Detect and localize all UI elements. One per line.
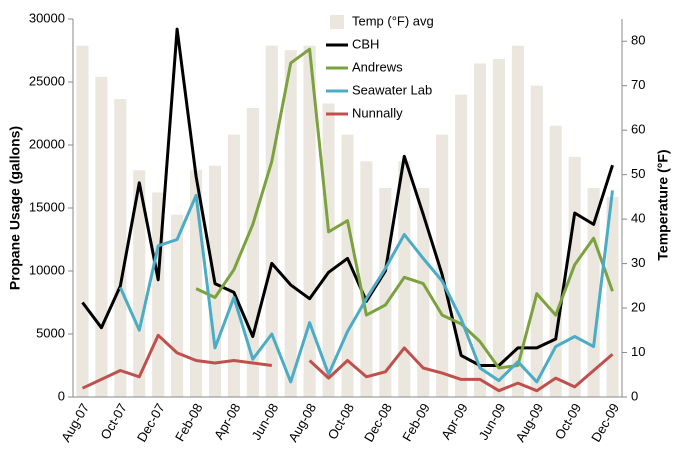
legend-label: CBH (352, 36, 379, 51)
x-tick-label: Dec-07 (134, 401, 168, 445)
temp-bar (492, 59, 506, 397)
y-tick-label: 15000 (29, 199, 65, 214)
temp-bar (95, 76, 108, 397)
temp-bar (114, 99, 127, 397)
temp-bar (284, 50, 297, 397)
x-tick-label: Oct-08 (325, 401, 357, 442)
series-line (118, 190, 614, 384)
legend-label: Nunnally (352, 105, 403, 120)
y2-tick-label: 20 (631, 299, 645, 314)
x-tick-label: Dec-09 (588, 401, 622, 445)
y-tick-label: 10000 (29, 262, 65, 277)
x-tick-label: Oct-07 (97, 401, 129, 442)
y2-tick-label: 30 (631, 255, 645, 270)
temp-bar (322, 103, 335, 398)
temp-bar (549, 125, 562, 398)
y2-axis-title: Temperature (°F) (655, 149, 671, 260)
y-tick-label: 30000 (29, 10, 65, 25)
temp-bar (436, 134, 449, 397)
y-tick-label: 20000 (29, 136, 65, 151)
x-tick-label: Oct-09 (552, 401, 584, 442)
legend-label: Temp (°F) avg (352, 13, 434, 28)
y2-tick-label: 70 (631, 77, 645, 92)
y2-tick-label: 10 (631, 344, 645, 359)
y2-tick-label: 80 (631, 33, 645, 48)
x-tick-label: Apr-08 (211, 401, 244, 442)
temp-bar (265, 45, 278, 398)
temp-bar (76, 45, 89, 398)
y2-tick-label: 50 (631, 166, 645, 181)
legend-label: Seawater Lab (352, 82, 432, 97)
y-tick-label: 0 (58, 388, 65, 403)
y-tick-label: 25000 (29, 73, 65, 88)
x-tick-label: Apr-09 (438, 401, 471, 442)
y2-tick-label: 40 (631, 211, 645, 226)
x-tick-label: Aug-07 (58, 401, 92, 445)
y2-tick-label: 60 (631, 122, 645, 137)
y-tick-label: 5000 (36, 325, 65, 340)
temp-bar (417, 187, 430, 397)
y-axis-title: Propane Usage (gallons) (7, 126, 23, 290)
x-tick-label: Jun-08 (248, 401, 281, 443)
temp-bar (473, 63, 487, 398)
temp-bar (606, 196, 619, 397)
series-line (195, 47, 614, 370)
temp-bar (511, 45, 524, 398)
x-tick-label: Aug-08 (285, 401, 319, 445)
x-tick-label: Aug-09 (512, 401, 546, 445)
temp-bar (303, 45, 316, 398)
x-tick-label: Dec-08 (361, 401, 395, 445)
temp-bar (133, 170, 146, 397)
x-tick-label: Jun-09 (476, 401, 509, 443)
x-tick-label: Feb-09 (399, 401, 433, 444)
temp-bar (341, 134, 354, 397)
temp-bar (530, 85, 543, 398)
temp-bar (379, 187, 392, 397)
legend-swatch (330, 15, 344, 29)
legend-label: Andrews (352, 59, 403, 74)
temp-bar (360, 161, 373, 397)
series-line (81, 27, 614, 367)
y2-tick-label: 0 (631, 388, 638, 403)
series-line (81, 333, 614, 393)
x-tick-label: Feb-08 (172, 401, 206, 444)
